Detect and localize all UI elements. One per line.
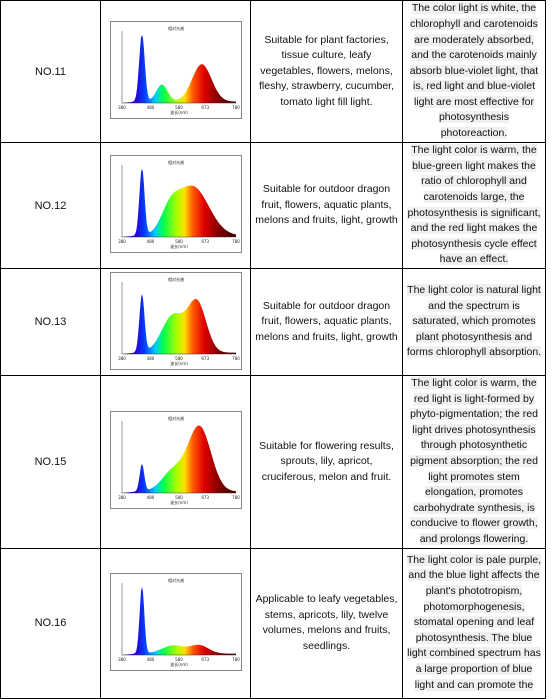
description: Applicable to leafy vegetables, stems, a…	[255, 593, 398, 652]
spectrum-title: 相对光谱	[168, 25, 184, 31]
id-cell: NO.12	[0, 142, 101, 269]
spectrum-xlabel: 波长(nm)	[170, 109, 188, 115]
spectrum-title: 相对光谱	[168, 415, 184, 421]
plot-axes	[121, 31, 236, 104]
effect: The color light is white, the chlorophyl…	[409, 2, 539, 140]
spectrum-tick: 673	[201, 356, 209, 361]
spectrum-xlabel: 波长(nm)	[170, 661, 188, 667]
description-cell: Applicable to leafy vegetables, stems, a…	[250, 547, 403, 699]
effect-cell: The light color is warm, the red light i…	[402, 375, 546, 549]
spectrum-tick: 480	[146, 495, 154, 500]
image-frame	[109, 411, 242, 510]
spectrum-tick: 380	[118, 657, 126, 662]
spectrum-tick: 580	[175, 105, 183, 110]
image-cell: 相对光谱 380 480 580 673 780 波长(nm)	[100, 375, 251, 549]
spectrum-xlabel: 波长(nm)	[170, 360, 188, 366]
description-cell: Suitable for plant factories, tissue cul…	[250, 0, 403, 143]
spectrum-xlabel: 波长(nm)	[170, 243, 188, 249]
spectrum-curve	[121, 425, 236, 494]
description-cell: Suitable for outdoor dragon fruit, flowe…	[250, 142, 403, 269]
spectrum-image: 相对光谱 380 480 580 673 780 波长(nm)	[109, 21, 242, 119]
product-id: NO.13	[34, 316, 67, 328]
effect: The light color is natural light and the…	[406, 284, 542, 359]
effect-cell: The light color is natural light and the…	[402, 268, 546, 376]
spectrum-tick: 780	[232, 356, 240, 361]
spectrum-tick: 780	[232, 105, 240, 110]
table-row: NO.16 相对光谱 380 480 580 673 780 波长(nm) Applicable…	[0, 547, 546, 699]
spectrum-image: 相对光谱 380 480 580 673 780 波长(nm)	[109, 572, 242, 671]
spectrum-image: 相对光谱 380 480 580 673 780 波长(nm)	[109, 271, 242, 370]
spectrum-tick: 580	[175, 356, 183, 361]
id-cell: NO.13	[0, 268, 101, 376]
spectrum-tick: 380	[118, 356, 126, 361]
product-id: NO.11	[35, 65, 66, 78]
image-cell: 相对光谱 380 480 580 673 780 波长(nm)	[100, 268, 251, 376]
id-cell: NO.15	[0, 375, 101, 549]
description-cell: Suitable for outdoor dragon fruit, flowe…	[250, 268, 403, 376]
table-row: NO.13 相对光谱 380 480 580 673 780 波长(nm) Suitable f…	[0, 268, 546, 376]
spectrum-tick: 380	[118, 495, 126, 500]
spectrum-image: 相对光谱 380 480 580 673 780 波长(nm)	[109, 411, 242, 510]
plot-axes	[121, 582, 236, 655]
spectrum-tick: 480	[146, 105, 154, 110]
spectrum-tick: 380	[118, 239, 126, 244]
description: Suitable for outdoor dragon fruit, flowe…	[255, 299, 398, 343]
description: Suitable for flowering results, sprouts,…	[259, 439, 394, 483]
spectrum-tick: 780	[232, 657, 240, 662]
effect: The light color is pale purple, and the …	[406, 553, 542, 691]
spectrum-curve	[121, 169, 236, 237]
spectrum-title: 相对光谱	[168, 276, 184, 282]
plot-axes	[121, 421, 236, 494]
table-row: NO.15 相对光谱 380 480 580 673 780 波长(nm) Suitable f…	[0, 375, 546, 549]
table-row: NO.11 相对光谱 380 480 580 673 780 波长(nm) Suitable f…	[0, 0, 546, 143]
image-cell: 相对光谱 380 480 580 673 780 波长(nm)	[100, 547, 251, 699]
description: Suitable for outdoor dragon fruit, flowe…	[255, 183, 398, 227]
effect-cell: The light color is pale purple, and the …	[402, 547, 546, 699]
effect: The light color is warm, the blue-green …	[407, 144, 541, 266]
spectrum-tick: 480	[146, 239, 154, 244]
image-cell: 相对光谱 380 480 580 673 780 波长(nm)	[100, 142, 251, 269]
spectrum-title: 相对光谱	[168, 159, 184, 165]
spectrum-tick: 673	[201, 105, 209, 110]
effect: The light color is warm, the red light i…	[410, 377, 538, 545]
effect-cell: The color light is white, the chlorophyl…	[402, 0, 546, 143]
spectrum-curve	[121, 293, 236, 354]
spectrum-tick: 780	[232, 239, 240, 244]
product-id: NO.16	[34, 617, 67, 630]
image-frame	[109, 572, 242, 671]
image-frame	[109, 21, 242, 119]
spectrum-title: 相对光谱	[168, 577, 184, 583]
plot-axes	[121, 281, 236, 354]
spectrum-tick: 380	[118, 105, 126, 110]
id-cell: NO.11	[0, 0, 101, 143]
image-cell: 相对光谱 380 480 580 673 780 波长(nm)	[100, 0, 251, 143]
spectrum-tick: 580	[175, 495, 183, 500]
spectrum-tick: 673	[201, 495, 209, 500]
spectrum-tick: 480	[146, 356, 154, 361]
spectrum-tick: 580	[175, 657, 183, 662]
spectrum-image: 相对光谱 380 480 580 673 780 波长(nm)	[109, 155, 242, 253]
spectrum-tick: 780	[232, 495, 240, 500]
effect-cell: The light color is warm, the blue-green …	[402, 142, 546, 269]
spectrum-tick: 580	[175, 239, 183, 244]
plot-axes	[121, 165, 236, 238]
table-row: NO.12 相对光谱 380 480 580 673 780 波长(nm) Suitable f…	[0, 142, 546, 269]
description-cell: Suitable for flowering results, sprouts,…	[250, 375, 403, 549]
spectrum-curve	[121, 35, 236, 103]
id-cell: NO.16	[0, 547, 101, 699]
spectrum-xlabel: 波长(nm)	[170, 499, 188, 505]
spectrum-tick: 673	[201, 657, 209, 662]
product-id: NO.15	[34, 455, 67, 468]
product-id: NO.12	[34, 199, 67, 212]
spectrum-tick: 673	[201, 239, 209, 244]
spectrum-tick: 480	[146, 657, 154, 662]
description: Suitable for plant factories, tissue cul…	[259, 33, 394, 108]
